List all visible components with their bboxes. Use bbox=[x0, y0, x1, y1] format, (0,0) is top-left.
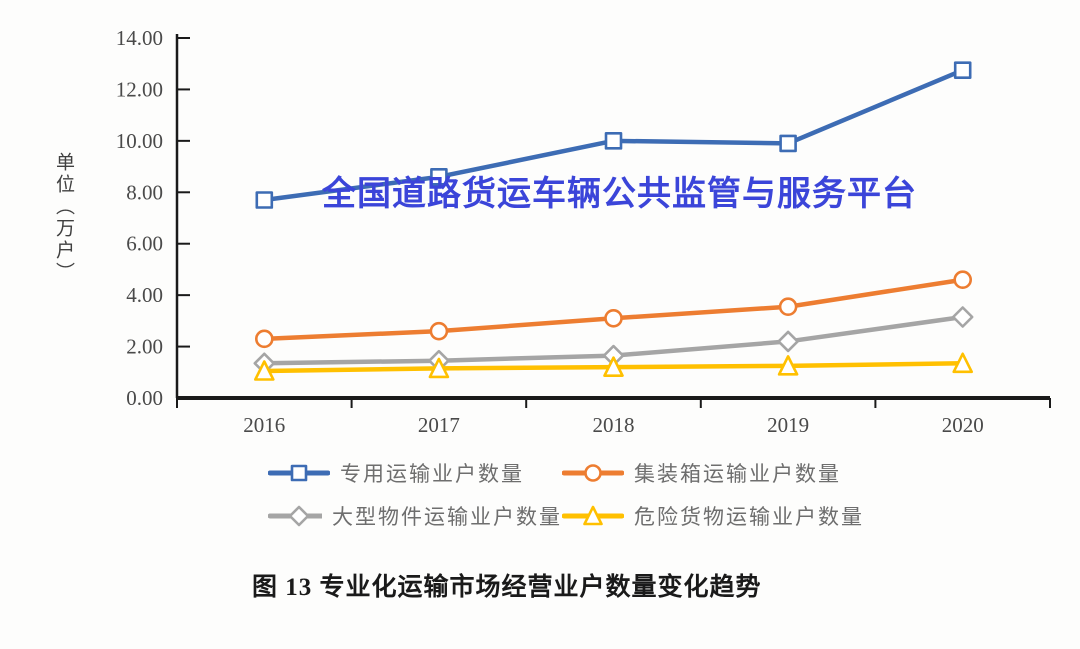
y-tick-label: 4.00 bbox=[126, 283, 163, 307]
y-tick-label: 8.00 bbox=[126, 180, 163, 204]
y-tick-label: 0.00 bbox=[126, 386, 163, 410]
triangle-marker bbox=[254, 360, 275, 381]
square-marker bbox=[779, 134, 797, 153]
y-tick-label: 6.00 bbox=[126, 232, 163, 256]
y-tick-label: 12.00 bbox=[116, 77, 163, 101]
y-axis-title: 单位（万户） bbox=[53, 152, 74, 284]
chart-legend: 专用运输业户数量 集装箱运输业户数量大型物件运输业户数量 危险货物运输业户数量 bbox=[268, 458, 862, 531]
y-tick-label: 2.00 bbox=[126, 335, 163, 359]
square-marker bbox=[255, 191, 274, 209]
square-marker bbox=[604, 132, 623, 150]
square-marker bbox=[953, 61, 972, 79]
legend-item-3: 危险货物运输业户数量 bbox=[562, 501, 864, 531]
circle-marker bbox=[953, 270, 973, 290]
triangle-marker bbox=[603, 356, 624, 377]
square-marker bbox=[430, 168, 448, 186]
x-tick-label: 2018 bbox=[593, 413, 635, 437]
triangle-marker bbox=[428, 357, 450, 379]
series-0 bbox=[255, 61, 972, 209]
y-tick-label: 14.00 bbox=[116, 26, 163, 50]
circle-marker bbox=[584, 464, 602, 482]
legend-label: 专用运输业户数量 bbox=[340, 462, 524, 486]
circle-marker bbox=[254, 329, 274, 349]
series-2 bbox=[253, 306, 974, 375]
circle-marker bbox=[604, 308, 623, 328]
square-marker bbox=[290, 464, 308, 482]
triangle-marker bbox=[777, 355, 799, 376]
x-tick-label: 2019 bbox=[767, 413, 809, 437]
series-3 bbox=[254, 352, 974, 381]
x-tick-label: 2017 bbox=[418, 413, 460, 437]
square-legend-marker-icon bbox=[268, 464, 330, 482]
legend-item-0: 专用运输业户数量 bbox=[268, 458, 562, 488]
legend-label: 危险货物运输业户数量 bbox=[634, 505, 864, 529]
legend-label: 大型物件运输业户数量 bbox=[332, 505, 562, 529]
x-tick-label: 2016 bbox=[243, 413, 285, 437]
triangle-marker bbox=[952, 352, 974, 374]
diamond-marker bbox=[777, 330, 799, 353]
x-tick-label: 2020 bbox=[942, 413, 984, 437]
circle-legend-marker-icon bbox=[562, 464, 624, 482]
series-1 bbox=[254, 270, 973, 349]
legend-item-2: 大型物件运输业户数量 bbox=[268, 501, 562, 531]
legend-label: 集装箱运输业户数量 bbox=[634, 462, 841, 486]
circle-marker bbox=[778, 297, 798, 317]
y-tick-label: 10.00 bbox=[116, 129, 163, 153]
triangle-legend-marker-icon bbox=[562, 505, 624, 526]
diamond-legend-marker-icon bbox=[268, 505, 322, 527]
triangle-marker bbox=[583, 505, 603, 526]
diamond-marker bbox=[288, 505, 310, 527]
circle-marker bbox=[429, 321, 449, 341]
legend-item-1: 集装箱运输业户数量 bbox=[562, 458, 864, 488]
line-chart-plot: 0.00 2.00 4.00 6.00 8.00 10.00 12.00 14.00 2016 2… bbox=[116, 26, 1051, 437]
figure-caption: 图 13 专业化运输市场经营业户数量变化趋势 bbox=[252, 574, 762, 601]
diamond-marker bbox=[951, 306, 974, 328]
